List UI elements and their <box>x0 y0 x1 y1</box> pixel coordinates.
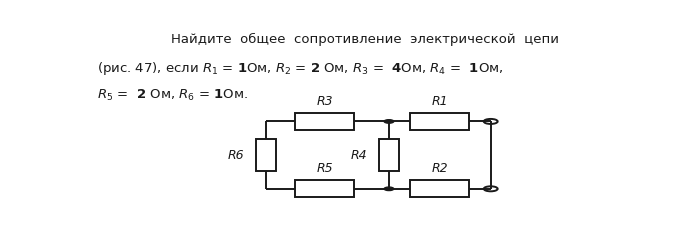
Text: R1: R1 <box>431 95 448 108</box>
Bar <box>295 180 354 198</box>
Text: R2: R2 <box>431 162 448 175</box>
Text: R5: R5 <box>316 162 333 175</box>
Text: R3: R3 <box>316 95 333 108</box>
Text: R4: R4 <box>350 148 367 162</box>
Text: R6: R6 <box>227 148 244 162</box>
Circle shape <box>384 187 394 190</box>
Text: (рис. 47), если $R_1$ = $\mathbf{1}$Ом, $R_2$ = $\mathbf{2}$ Ом, $R_3$ =  $\math: (рис. 47), если $R_1$ = $\mathbf{1}$Ом, … <box>97 60 504 77</box>
Bar <box>410 113 469 130</box>
Circle shape <box>384 120 394 123</box>
Bar <box>256 139 276 172</box>
Bar <box>295 113 354 130</box>
Text: $R_5$ =  $\mathbf{2}$ Ом, $R_6$ = $\mathbf{1}$Ом.: $R_5$ = $\mathbf{2}$ Ом, $R_6$ = $\mathb… <box>97 88 248 103</box>
Bar <box>410 180 469 198</box>
Text: Найдите  общее  сопротивление  электрической  цепи: Найдите общее сопротивление электрическо… <box>171 33 559 46</box>
Bar <box>379 139 399 172</box>
